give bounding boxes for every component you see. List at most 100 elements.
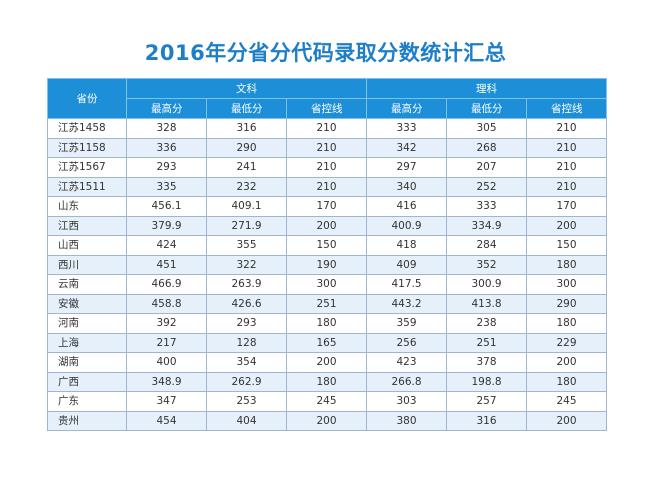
science-min-cell: 300.9 <box>446 274 528 295</box>
science-control-line-cell: 229 <box>526 332 608 353</box>
arts-min-cell: 409.1 <box>206 196 287 217</box>
province-cell: 西川 <box>47 254 127 275</box>
science-max-cell: 297 <box>366 157 448 178</box>
score-table: 省份 文科 理科 最高分 最低分 省控线 最高分 最低分 省控线 江苏1458 328 316… <box>47 78 608 431</box>
science-control-line-cell: 245 <box>526 391 608 412</box>
arts-min-cell: 354 <box>206 352 287 373</box>
science-max-cell: 266.8 <box>366 371 448 392</box>
arts-max-cell: 400 <box>126 352 207 373</box>
science-min-cell: 257 <box>446 391 528 412</box>
table-row: 山西 424 355 150 418 284 150 <box>47 235 608 256</box>
arts-max-cell: 348.9 <box>126 371 207 392</box>
science-min-cell: 378 <box>446 352 528 373</box>
arts-control-line-cell: 300 <box>285 274 368 295</box>
arts-max-cell: 466.9 <box>126 274 207 295</box>
science-control-line-cell: 290 <box>526 293 608 314</box>
table-row: 云南 466.9 263.9 300 417.5 300.9 300 <box>47 274 608 295</box>
province-cell: 湖南 <box>47 352 127 373</box>
science-min-cell: 238 <box>446 313 528 334</box>
arts-control-line-cell: 210 <box>285 176 368 197</box>
science-control-line-cell: 200 <box>526 215 608 236</box>
province-cell: 江苏1158 <box>47 137 127 158</box>
table-row: 广西 348.9 262.9 180 266.8 198.8 180 <box>47 371 608 392</box>
arts-max-cell: 379.9 <box>126 215 207 236</box>
province-cell: 山西 <box>47 235 127 256</box>
table-row: 江苏1567 293 241 210 297 207 210 <box>47 157 608 178</box>
science-control-line-cell: 210 <box>526 137 608 158</box>
science-max-cell: 400.9 <box>366 215 448 236</box>
arts-max-cell: 217 <box>126 332 207 353</box>
science-control-line-cell: 170 <box>526 196 608 217</box>
science-max-cell: 359 <box>366 313 448 334</box>
arts-max-cell: 458.8 <box>126 293 207 314</box>
science-max-cell: 418 <box>366 235 448 256</box>
science-max-cell: 342 <box>366 137 448 158</box>
table-row: 河南 392 293 180 359 238 180 <box>47 313 608 334</box>
table-row: 广东 347 253 245 303 257 245 <box>47 391 608 412</box>
science-min-header: 最低分 <box>446 98 528 119</box>
province-cell: 安徽 <box>47 293 127 314</box>
arts-min-cell: 290 <box>206 137 287 158</box>
province-header: 省份 <box>47 78 127 119</box>
arts-max-header: 最高分 <box>126 98 207 119</box>
province-cell: 云南 <box>47 274 127 295</box>
arts-min-cell: 128 <box>206 332 287 353</box>
arts-control-line-cell: 210 <box>285 118 368 139</box>
science-max-cell: 417.5 <box>366 274 448 295</box>
science-min-cell: 198.8 <box>446 371 528 392</box>
science-min-cell: 284 <box>446 235 528 256</box>
science-max-cell: 256 <box>366 332 448 353</box>
science-control-line-cell: 180 <box>526 313 608 334</box>
science-control-line-cell: 210 <box>526 157 608 178</box>
arts-min-cell: 316 <box>206 118 287 139</box>
arts-control-line-cell: 150 <box>285 235 368 256</box>
arts-control-line-cell: 210 <box>285 157 368 178</box>
arts-min-cell: 404 <box>206 410 287 431</box>
group-header-arts: 文科 <box>125 78 368 99</box>
science-min-cell: 252 <box>446 176 528 197</box>
science-min-cell: 268 <box>446 137 528 158</box>
science-control-line-cell: 150 <box>526 235 608 256</box>
science-control-line-cell: 180 <box>526 254 608 275</box>
arts-max-cell: 454 <box>126 410 207 431</box>
science-min-cell: 251 <box>446 332 528 353</box>
science-control-line-cell: 300 <box>526 274 608 295</box>
science-max-cell: 333 <box>366 118 448 139</box>
table-row: 安徽 458.8 426.6 251 443.2 413.8 290 <box>47 293 608 314</box>
arts-control-line-cell: 170 <box>285 196 368 217</box>
arts-max-cell: 347 <box>126 391 207 412</box>
arts-control-line-cell: 200 <box>285 215 368 236</box>
province-cell: 广东 <box>47 391 127 412</box>
science-min-cell: 207 <box>446 157 528 178</box>
arts-control-line-cell: 165 <box>285 332 368 353</box>
arts-max-cell: 451 <box>126 254 207 275</box>
arts-control-line-cell: 190 <box>285 254 368 275</box>
arts-min-cell: 232 <box>206 176 287 197</box>
arts-control-line-cell: 180 <box>285 313 368 334</box>
science-max-cell: 303 <box>366 391 448 412</box>
arts-min-cell: 426.6 <box>206 293 287 314</box>
table-row: 湖南 400 354 200 423 378 200 <box>47 352 608 373</box>
science-min-cell: 352 <box>446 254 528 275</box>
province-cell: 河南 <box>47 313 127 334</box>
science-min-cell: 413.8 <box>446 293 528 314</box>
arts-max-cell: 328 <box>126 118 207 139</box>
arts-max-cell: 293 <box>126 157 207 178</box>
arts-min-header: 最低分 <box>206 98 287 119</box>
table-row: 贵州 454 404 200 380 316 200 <box>47 410 608 431</box>
table-row: 江苏1158 336 290 210 342 268 210 <box>47 137 608 158</box>
province-cell: 上海 <box>47 332 127 353</box>
arts-control-line-cell: 200 <box>285 352 368 373</box>
science-min-cell: 334.9 <box>446 215 528 236</box>
science-max-cell: 443.2 <box>366 293 448 314</box>
table-row: 江苏1458 328 316 210 333 305 210 <box>47 118 608 139</box>
science-control-line-header: 省控线 <box>526 98 608 119</box>
arts-min-cell: 322 <box>206 254 287 275</box>
arts-control-line-header: 省控线 <box>285 98 368 119</box>
arts-control-line-cell: 251 <box>285 293 368 314</box>
science-control-line-cell: 200 <box>526 410 608 431</box>
arts-control-line-cell: 245 <box>285 391 368 412</box>
science-min-cell: 316 <box>446 410 528 431</box>
province-cell: 江西 <box>47 215 127 236</box>
science-max-cell: 416 <box>366 196 448 217</box>
